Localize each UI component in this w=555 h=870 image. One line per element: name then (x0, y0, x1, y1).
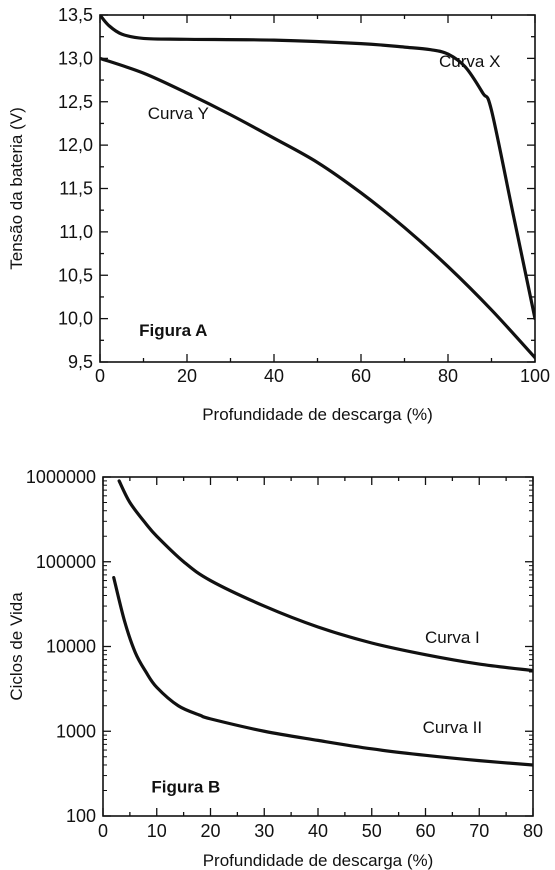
x-tick-label: 10 (147, 821, 167, 841)
y-tick-label: 100000 (36, 552, 96, 572)
y-tick-label: 12,5 (58, 92, 93, 112)
x-tick-label: 70 (469, 821, 489, 841)
x-axis-title: Profundidade de descarga (%) (202, 405, 433, 424)
chart-a: 0 20 40 60 80 100 9,5 10,0 10,5 11,0 11,5 12,0 12,5 1… (7, 5, 550, 424)
y-tick-label: 10000 (46, 637, 96, 657)
x-tick-label: 20 (177, 366, 197, 386)
y-tick-label: 1000000 (26, 467, 96, 487)
y-tick-label: 11,0 (59, 222, 93, 242)
series-line-curva-x (100, 15, 535, 321)
x-tick-label: 40 (308, 821, 328, 841)
y-tick-label: 11,5 (59, 179, 93, 199)
y-tick-label: 12,0 (58, 135, 93, 155)
series-line-curva-y (100, 56, 535, 360)
curve-label-curva-ii: Curva II (423, 718, 483, 737)
y-axis-title: Ciclos de Vida (7, 592, 26, 701)
curve-label-curva-x: Curva X (439, 52, 500, 71)
y-tick-label: 13,0 (58, 48, 93, 68)
x-tick-label: 100 (520, 366, 550, 386)
y-axis-title: Tensão da bateria (V) (7, 107, 26, 270)
figure-label: Figura A (139, 321, 207, 340)
series-line-curva-ii (112, 576, 533, 767)
y-tick-label: 1000 (56, 721, 96, 741)
x-tick-label: 50 (362, 821, 382, 841)
x-axis-title: Profundidade de descarga (%) (203, 851, 434, 870)
y-tick-label: 10,0 (58, 309, 93, 329)
x-tick-label: 80 (523, 821, 543, 841)
x-tick-label: 0 (95, 366, 105, 386)
x-tick-label: 80 (438, 366, 458, 386)
y-tick-label: 13,5 (58, 5, 93, 25)
x-tick-label: 60 (415, 821, 435, 841)
chart-b: 0 10 20 30 40 50 60 70 80 100 1000 10000 100000 10000… (7, 467, 543, 870)
y-tick-label: 100 (66, 806, 96, 826)
y-tick-label: 10,5 (58, 265, 93, 285)
series-line-curva-i (117, 479, 533, 673)
x-tick-label: 20 (200, 821, 220, 841)
curve-label-curva-y: Curva Y (148, 104, 209, 123)
figure-label: Figura B (151, 777, 220, 796)
x-tick-label: 30 (254, 821, 274, 841)
x-tick-label: 40 (264, 366, 284, 386)
x-tick-label: 0 (98, 821, 108, 841)
curve-label-curva-i: Curva I (425, 628, 480, 647)
y-tick-label: 9,5 (68, 352, 93, 372)
x-tick-label: 60 (351, 366, 371, 386)
